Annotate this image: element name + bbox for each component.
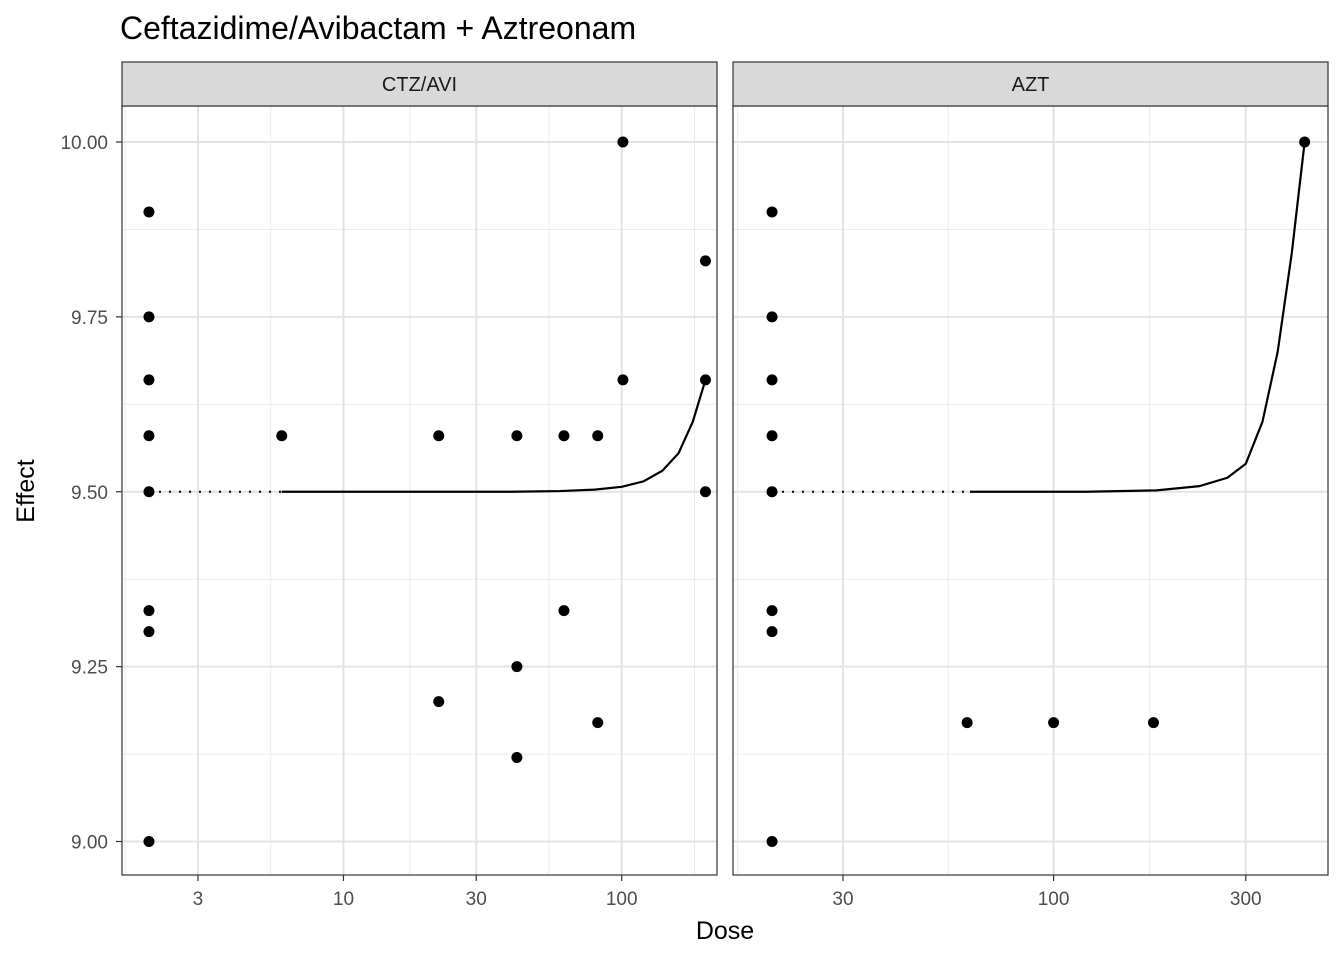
data-point bbox=[433, 430, 445, 442]
fitted-curve bbox=[281, 379, 707, 493]
data-point bbox=[766, 374, 778, 386]
data-point bbox=[143, 430, 155, 442]
data-point bbox=[766, 206, 778, 218]
data-point bbox=[961, 717, 973, 729]
data-point bbox=[143, 311, 155, 323]
facet-strip bbox=[732, 61, 1329, 107]
facet-panel-2: AZT 30 100 300 bbox=[732, 61, 1329, 910]
data-point bbox=[699, 486, 711, 498]
facet-strip-label: CTZ/AVI bbox=[382, 74, 457, 96]
panel-background bbox=[733, 106, 1328, 875]
data-point bbox=[511, 752, 523, 764]
data-point bbox=[766, 311, 778, 323]
facet-panel-1: CTZ/AVI 3 10 30 100 bbox=[121, 61, 718, 910]
data-point bbox=[766, 626, 778, 638]
y-axis-title: Effect bbox=[12, 459, 40, 523]
data-point bbox=[143, 486, 155, 498]
data-point bbox=[143, 626, 155, 638]
x-tick-label: 30 bbox=[466, 889, 487, 910]
data-point bbox=[558, 605, 570, 617]
data-point bbox=[1299, 136, 1311, 148]
y-axis: 9.00 9.25 9.50 9.75 10.00 bbox=[60, 133, 122, 854]
x-tick-label: 300 bbox=[1230, 889, 1262, 910]
data-point bbox=[143, 206, 155, 218]
data-point bbox=[143, 605, 155, 617]
data-point bbox=[592, 430, 604, 442]
data-point bbox=[699, 255, 711, 267]
data-point bbox=[766, 486, 778, 498]
data-point bbox=[699, 374, 711, 386]
data-point bbox=[766, 836, 778, 847]
x-axis-title: Dose bbox=[696, 917, 754, 945]
y-tick-label: 9.00 bbox=[71, 833, 108, 854]
data-point bbox=[511, 430, 523, 442]
data-point bbox=[143, 836, 155, 847]
y-tick-label: 9.50 bbox=[71, 483, 108, 504]
data-point bbox=[617, 374, 629, 386]
data-point bbox=[617, 136, 629, 148]
x-tick-label: 10 bbox=[333, 889, 354, 910]
x-tick-label: 30 bbox=[832, 889, 853, 910]
data-point bbox=[276, 430, 288, 442]
facet-strip bbox=[121, 61, 718, 107]
chart-title: Ceftazidime/Avibactam + Aztreonam bbox=[120, 10, 636, 46]
data-point bbox=[1048, 717, 1060, 729]
data-point bbox=[511, 661, 523, 673]
x-tick-label: 3 bbox=[193, 889, 204, 910]
x-tick-label: 100 bbox=[606, 889, 638, 910]
data-point bbox=[143, 374, 155, 386]
y-tick-label: 10.00 bbox=[60, 133, 108, 154]
panel-background bbox=[122, 106, 717, 875]
x-tick-label: 100 bbox=[1038, 889, 1070, 910]
data-point bbox=[558, 430, 570, 442]
facet-strip-label: AZT bbox=[1012, 74, 1050, 96]
data-point bbox=[766, 605, 778, 617]
data-point bbox=[433, 696, 445, 708]
data-point bbox=[766, 430, 778, 442]
data-point bbox=[1147, 717, 1159, 729]
y-tick-label: 9.25 bbox=[71, 658, 108, 679]
data-point bbox=[592, 717, 604, 729]
y-tick-label: 9.75 bbox=[71, 308, 108, 329]
fitted-curve bbox=[969, 141, 1306, 493]
